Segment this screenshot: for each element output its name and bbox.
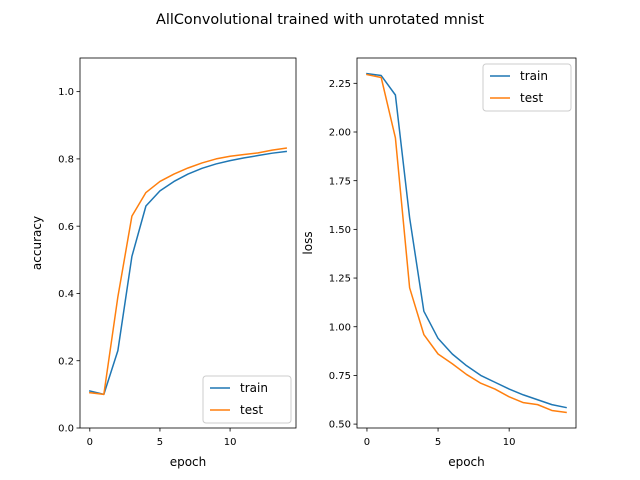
y-axis-label: loss bbox=[301, 231, 315, 254]
y-tick-label: 1.50 bbox=[329, 225, 351, 236]
y-tick-label: 1.00 bbox=[329, 322, 351, 333]
y-tick-label: 0.50 bbox=[329, 420, 351, 431]
legend-label-test: test bbox=[240, 403, 263, 417]
y-tick-label: 0.4 bbox=[58, 289, 74, 300]
y-tick-label: 0.8 bbox=[58, 155, 74, 166]
y-tick-label: 1.75 bbox=[329, 176, 351, 187]
figure-title: AllConvolutional trained with unrotated … bbox=[156, 12, 484, 28]
legend-label-train: train bbox=[240, 381, 268, 395]
x-tick-label: 10 bbox=[224, 437, 237, 448]
y-tick-label: 0.0 bbox=[58, 424, 74, 435]
y-axis-label: accuracy bbox=[30, 216, 44, 270]
y-tick-label: 0.6 bbox=[58, 222, 74, 233]
x-tick-label: 5 bbox=[157, 437, 163, 448]
plot-frame bbox=[356, 57, 577, 429]
x-tick-label: 0 bbox=[364, 437, 370, 448]
accuracy-axes: 0 5 10 0.0 0.2 0.4 0.6 0.8 1.0 epoch accuracy train… bbox=[30, 57, 297, 469]
x-axis-label: epoch bbox=[448, 455, 485, 469]
y-tick-label: 1.25 bbox=[329, 274, 351, 285]
plot-frame bbox=[79, 57, 297, 429]
x-tick-label: 10 bbox=[503, 437, 516, 448]
series-line-train bbox=[366, 72, 567, 409]
loss-axes: 0 5 10 0.50 0.75 1.00 1.25 1.50 1.75 2.00 2.25 epoc… bbox=[301, 57, 577, 469]
y-tick-label: 2.25 bbox=[329, 79, 351, 90]
legend-label-test: test bbox=[520, 91, 543, 105]
x-tick-label: 0 bbox=[87, 437, 93, 448]
series-line-train bbox=[88, 150, 288, 396]
y-tick-label: 1.0 bbox=[58, 87, 74, 98]
x-axis-label: epoch bbox=[170, 455, 207, 469]
series-line-test bbox=[366, 73, 567, 414]
y-tick-label: 2.00 bbox=[329, 128, 351, 139]
y-tick-label: 0.2 bbox=[58, 356, 74, 367]
y-tick-label: 0.75 bbox=[329, 371, 351, 382]
series-line-test bbox=[88, 147, 288, 396]
legend-label-train: train bbox=[520, 69, 548, 83]
x-tick-label: 5 bbox=[435, 437, 441, 448]
